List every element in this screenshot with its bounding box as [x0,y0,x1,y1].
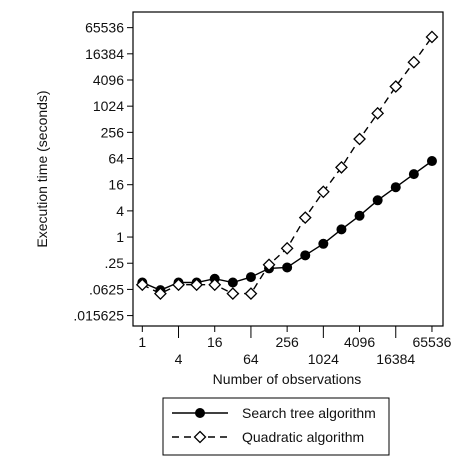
y-axis-ticks: .015625 .0625 .25 1 4 16 64 256 1024 4096 16384 655… [73,20,133,324]
x-axis-title: Number of observations [213,371,362,387]
x-tick-label: 64 [243,351,259,367]
data-point [389,80,403,93]
x-tick-label: 16 [207,334,223,350]
legend-marker [195,408,205,418]
series-2 [135,30,439,301]
y-tick-label: .0625 [89,281,124,297]
data-point [335,160,348,174]
data-point [244,287,258,301]
y-tick-label: 256 [101,124,125,140]
legend-label: Quadratic algorithm [242,429,364,445]
legend: Search tree algorithm Quadratic algorithm [162,397,390,456]
x-tick-label: 65536 [412,334,451,350]
y-tick-label: 65536 [85,20,124,36]
data-point [336,224,347,235]
data-point [245,272,256,283]
data-point [371,106,385,120]
x-tick-label: 1024 [308,351,339,367]
data-point [353,132,366,146]
y-tick-label: 16384 [85,46,124,62]
data-point [280,241,294,255]
data-point [153,287,167,301]
data-point [316,185,330,199]
x-tick-label: 256 [275,334,299,350]
y-tick-label: .25 [105,255,125,271]
y-axis-title: Execution time (seconds) [34,90,50,247]
data-point [298,211,312,225]
y-tick-label: .015625 [73,308,124,324]
series-line [141,36,433,295]
y-tick-label: 1024 [93,98,124,114]
legend-box [162,397,390,456]
y-tick-label: 4 [116,203,124,219]
x-tick-label: 16384 [376,351,415,367]
data-point [282,262,293,273]
x-tick-label: 4096 [344,334,375,350]
data-point [426,156,437,167]
data-point [190,278,204,292]
series-layer [135,30,439,301]
y-tick-label: 4096 [93,72,124,88]
y-tick-label: 64 [108,151,124,167]
data-point [135,278,149,292]
plot-frame [132,11,444,327]
data-point [354,210,365,221]
y-tick-label: 1 [116,229,124,245]
data-point [318,238,329,249]
x-tick-label: 4 [175,351,183,367]
data-point [262,258,276,272]
data-point [407,55,421,69]
data-point [425,30,439,44]
data-point [227,277,238,288]
legend-marker [193,430,207,444]
data-point [372,195,383,206]
data-point [408,169,419,180]
data-point [208,278,222,292]
data-point [300,250,311,261]
x-tick-label: 1 [138,334,146,350]
data-point [390,182,401,193]
data-point [226,287,240,301]
series-1 [137,156,437,296]
legend-label: Search tree algorithm [242,405,376,421]
data-point [172,278,185,292]
y-tick-label: 16 [108,177,124,193]
